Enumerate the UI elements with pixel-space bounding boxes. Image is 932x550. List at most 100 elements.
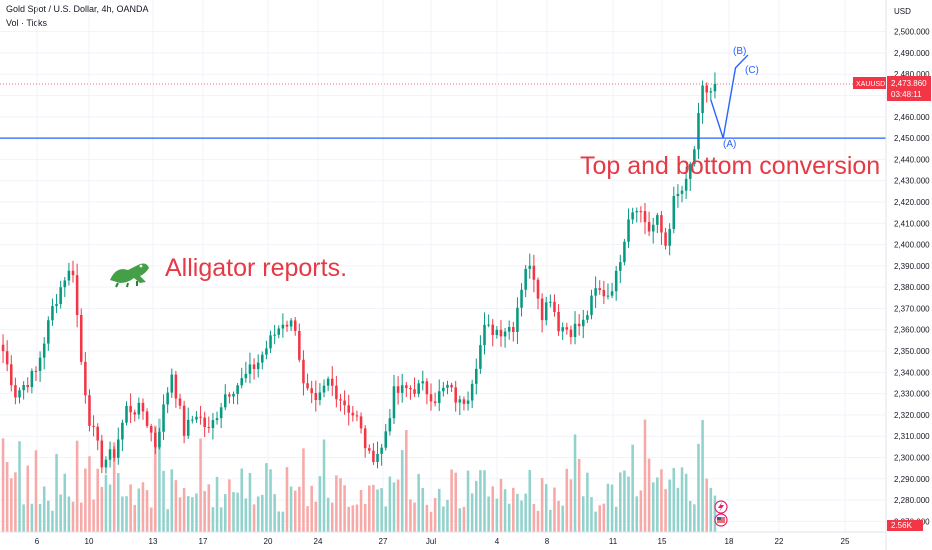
volume-bar <box>520 500 523 532</box>
candle-body <box>380 447 383 454</box>
candle-body <box>409 388 412 390</box>
volume-bar <box>396 479 400 532</box>
volume-bar <box>22 504 25 532</box>
candle-body <box>631 212 634 220</box>
volume-bar <box>149 507 153 532</box>
volume-bar <box>137 488 141 532</box>
candle-body <box>318 392 322 401</box>
candle-body <box>277 328 281 335</box>
candle-body <box>256 362 260 370</box>
candle-body <box>240 378 243 386</box>
candle-body <box>252 364 256 370</box>
candle-body <box>363 428 367 449</box>
candle-body <box>236 385 239 394</box>
candle-body <box>368 448 371 451</box>
candle-body <box>470 383 474 401</box>
volume-bar <box>610 484 614 532</box>
lightning-icon[interactable] <box>714 500 728 514</box>
candle-body <box>528 265 532 269</box>
x-tick-label: 6 <box>35 537 40 546</box>
volume-bar <box>285 467 289 532</box>
volume-bar <box>199 438 202 532</box>
volume-bar <box>236 492 239 532</box>
volume-bar <box>573 434 577 532</box>
y-tick-label: 2,480.000 <box>894 70 930 79</box>
volume-bar <box>88 456 91 532</box>
candle-body <box>22 384 25 391</box>
volume-bar <box>154 425 157 532</box>
volume-bar <box>409 499 412 532</box>
volume-bar <box>405 430 408 532</box>
candle-body <box>59 287 62 305</box>
candle-body <box>664 232 667 246</box>
candle-body <box>293 320 297 331</box>
candle-body <box>281 324 285 329</box>
volume-bar <box>96 468 99 532</box>
volume-bar <box>688 500 692 532</box>
x-tick-label: 27 <box>379 537 388 546</box>
volume-bar <box>557 500 560 532</box>
candle-body <box>684 178 688 191</box>
y-tick-label: 2,340.000 <box>894 368 930 377</box>
volume-bar <box>63 473 67 532</box>
volume-bar <box>326 497 330 532</box>
volume-bar <box>639 490 643 532</box>
candle-body <box>495 329 499 336</box>
candle-body <box>668 228 671 246</box>
candle-body <box>384 431 388 448</box>
volume-bar <box>121 496 124 532</box>
candle-body <box>100 440 104 468</box>
candle-body <box>314 393 318 401</box>
candle-body <box>145 411 149 426</box>
candle-body <box>55 304 58 307</box>
volume-bar <box>351 505 355 532</box>
volume-bar <box>586 472 589 532</box>
candle-body <box>396 386 400 393</box>
y-tick-label: 2,450.000 <box>894 134 930 143</box>
volume-bar <box>709 487 713 532</box>
volume-bar <box>207 484 211 532</box>
candle-body <box>42 343 46 358</box>
volume-bar <box>59 494 62 532</box>
volume-bar <box>252 504 256 532</box>
x-tick-labels: 6 10 13 17 20 24 27 Jul 4 8 11 15 18 22 25 <box>35 537 850 546</box>
candle-body <box>672 196 676 229</box>
grid-lines <box>0 0 886 532</box>
y-tick-label: 2,360.000 <box>894 326 930 335</box>
volume-bar <box>528 470 532 532</box>
candle-body <box>302 359 305 384</box>
volume-bar <box>544 484 548 532</box>
candle-body <box>540 298 544 321</box>
candle-body <box>425 381 429 395</box>
volume-bar <box>462 506 466 532</box>
volume-bar <box>651 482 655 532</box>
volume-bar <box>602 503 606 532</box>
wave-label-b: (B) <box>733 46 746 57</box>
volume-bar <box>553 487 556 532</box>
candle-body <box>483 324 486 346</box>
volume-bar <box>92 499 95 532</box>
y-tick-label: 2,320.000 <box>894 411 930 420</box>
candle-body <box>133 412 137 415</box>
candle-body <box>137 402 141 415</box>
candle-body <box>536 279 540 299</box>
candle-body <box>34 370 38 372</box>
volume-bar <box>281 511 285 532</box>
candle-body <box>79 314 83 362</box>
us-flag-icon[interactable] <box>714 513 728 527</box>
candle-body <box>339 399 342 401</box>
volume-bar <box>170 469 174 532</box>
candle-body <box>405 385 408 389</box>
volume-bar <box>79 502 83 532</box>
candle-body <box>298 330 301 360</box>
y-tick-label: 2,280.000 <box>894 496 930 505</box>
volume-bar <box>540 477 544 532</box>
candle-body <box>417 383 420 394</box>
volume-bar <box>14 472 17 532</box>
volume-bar <box>26 465 30 532</box>
volume-bar <box>623 470 626 532</box>
candle-body <box>590 295 593 316</box>
volume-bar <box>627 476 630 532</box>
